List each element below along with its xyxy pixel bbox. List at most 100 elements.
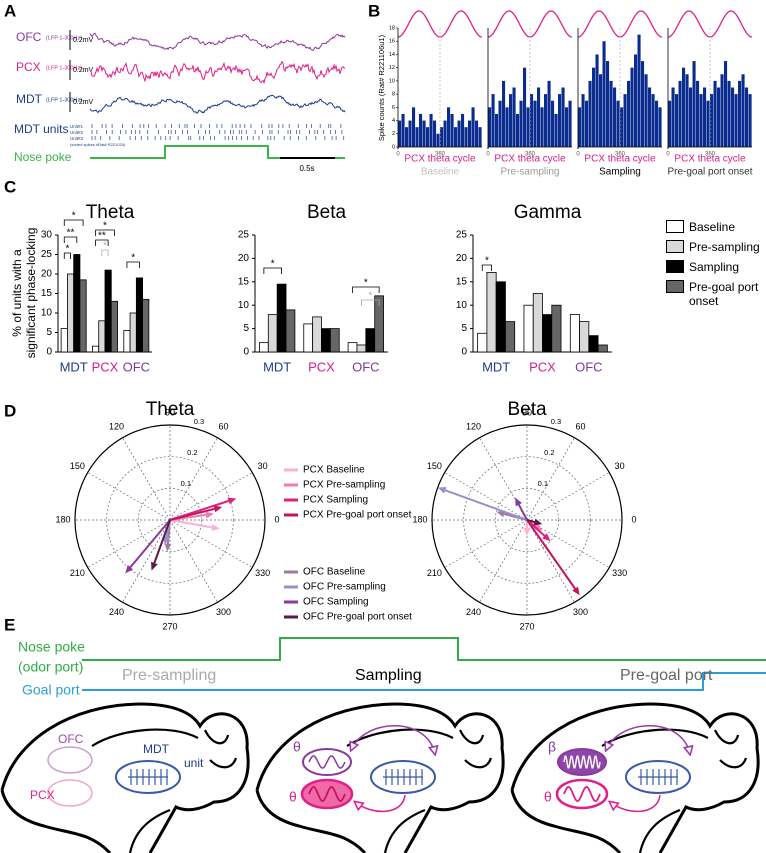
legend-swatch [666, 260, 684, 273]
ofc-region [302, 748, 352, 776]
bar [597, 344, 608, 353]
bar [303, 323, 314, 353]
x-tick-label: 0 [396, 152, 400, 158]
hist-bar [450, 113, 454, 147]
bar [67, 273, 75, 353]
r-tick-label: 0.3 [194, 417, 204, 426]
region-label: unit [184, 756, 204, 770]
phase-arrowhead [151, 561, 158, 571]
hist-bar [706, 100, 710, 147]
hist-bar [547, 80, 551, 147]
phase-arrow [153, 519, 171, 565]
hist-bar [585, 100, 589, 147]
legend-item: Sampling [666, 260, 764, 274]
polar-grid-circle [106, 456, 234, 584]
hist-bar [461, 113, 465, 147]
bar [486, 272, 497, 353]
hist-bar [627, 80, 631, 147]
bar [123, 330, 131, 353]
x-tick-label: MDT [60, 359, 88, 374]
x-tick-label: OFC [575, 359, 602, 374]
x-axis-label: PCX theta cycle [404, 154, 476, 165]
oscillation [308, 755, 346, 769]
bar [532, 293, 543, 353]
phase-arrow [526, 519, 536, 524]
hist-bar [565, 107, 569, 147]
y-tick-label: 5 [461, 323, 467, 334]
hist-bar [745, 87, 749, 147]
hist-bar [648, 87, 652, 147]
bar [329, 328, 340, 353]
hist-bar [558, 94, 562, 147]
significance-bracket [95, 239, 109, 246]
phase-label: Pre-sampling [122, 667, 216, 684]
significance-bracket [63, 252, 71, 259]
phase-arrowhead [542, 533, 551, 542]
y-tick-label: 15 [456, 276, 468, 287]
hist-bar [655, 100, 659, 147]
chart-title: Beta [507, 399, 547, 420]
significance-label: * [271, 259, 275, 270]
hist-bar [422, 120, 426, 147]
phase-arrow [517, 503, 528, 521]
hist-bar [405, 127, 409, 147]
bar [135, 277, 143, 353]
bar [551, 304, 562, 353]
legend-label: Sampling [689, 260, 740, 274]
interaction-arrow [606, 725, 690, 754]
hist-bar [537, 87, 541, 147]
phase-label: Sampling [355, 667, 422, 684]
theta-tick-label: 330 [612, 568, 627, 578]
hist-bar [658, 107, 662, 147]
hist-bar [630, 67, 634, 147]
pcx-region [47, 779, 93, 807]
legend-item: Pre-goal port onset [666, 280, 764, 308]
bar [104, 269, 112, 353]
x-tick-label: PCX [92, 359, 119, 374]
phase-arrowhead [125, 564, 134, 574]
unit-label: Unit#1 [70, 124, 84, 129]
legend-label: Pre-sampling [689, 240, 760, 254]
hist-bar [457, 120, 461, 147]
hist-bar [703, 87, 707, 147]
x-tick-label: MDT [482, 359, 510, 374]
legend-label: OFC Pre-goal port onset [303, 612, 412, 623]
polar-spoke [87, 519, 171, 568]
r-tick-label: 0.1 [538, 479, 548, 488]
polar-spoke [122, 519, 171, 603]
theta-tick-label: 180 [412, 514, 427, 524]
oscillation [563, 755, 601, 769]
bar [259, 342, 269, 353]
band-label: θ [293, 739, 301, 755]
hist-bar [717, 87, 721, 147]
significance-bracket [361, 299, 380, 306]
theta-tick-label: 60 [218, 422, 228, 432]
hist-bar [588, 80, 592, 147]
x-tick-label: 360 [435, 152, 446, 158]
hist-bar [713, 80, 717, 147]
legend-label: Pre-goal port onset [689, 280, 759, 308]
x-tick-label: PCX [529, 359, 556, 374]
hist-bar [738, 80, 742, 147]
r-tick-label: 0.2 [544, 448, 554, 457]
polar-spoke [87, 472, 171, 521]
theta-tick-label: 30 [258, 461, 268, 471]
x-tick-label: 0 [576, 152, 580, 158]
y-tick-label: 18 [389, 25, 395, 31]
x-tick-label: 0 [666, 152, 670, 158]
hist-bar [512, 87, 516, 147]
nose-poke-line [82, 637, 766, 661]
hist-bar [675, 94, 679, 147]
hist-bar [595, 54, 599, 147]
bar [60, 328, 68, 353]
hist-bar [606, 61, 610, 147]
polar-grid-circle [137, 487, 203, 553]
region-label: MDT [143, 742, 170, 756]
x-axis-label: PCX theta cycle [494, 154, 566, 165]
phase-arrowhead [533, 518, 543, 526]
hist-bar [440, 127, 444, 147]
hist-bar [454, 127, 458, 147]
hist-bar [408, 120, 412, 147]
significance-label: * [131, 253, 135, 264]
